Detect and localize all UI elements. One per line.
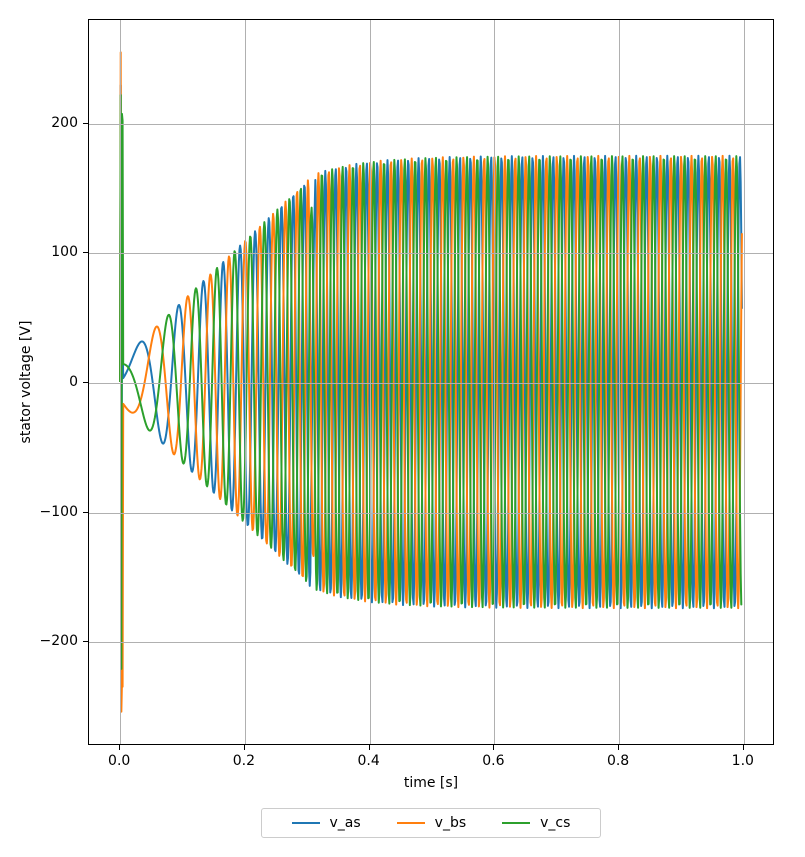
x-tick-label: 0.2 [233, 753, 255, 769]
gridline-horizontal [89, 642, 773, 643]
tick-x [618, 745, 619, 750]
gridline-vertical [120, 20, 121, 744]
gridline-horizontal [89, 513, 773, 514]
tick-x [743, 745, 744, 750]
legend-label: v_as [330, 815, 361, 831]
legend-swatch [397, 822, 425, 824]
gridline-vertical [619, 20, 620, 744]
gridline-horizontal [89, 383, 773, 384]
legend-label: v_cs [540, 815, 570, 831]
tick-y [83, 641, 88, 642]
y-tick-label: 100 [51, 244, 78, 260]
tick-y [83, 252, 88, 253]
tick-y [83, 123, 88, 124]
plot-axes [88, 19, 774, 745]
y-tick-label: 200 [51, 115, 78, 131]
gridline-vertical [744, 20, 745, 744]
legend-item: v_cs [502, 815, 570, 831]
gridline-vertical [370, 20, 371, 744]
tick-x [119, 745, 120, 750]
legend-item: v_as [292, 815, 361, 831]
x-tick-label: 0.6 [482, 753, 504, 769]
legend-swatch [502, 822, 530, 824]
y-tick-label: −100 [40, 504, 78, 520]
tick-y [83, 512, 88, 513]
legend-swatch [292, 822, 320, 824]
y-tick-label: −200 [40, 633, 78, 649]
y-axis-label: stator voltage [V] [18, 321, 34, 444]
x-axis-label: time [s] [404, 775, 458, 791]
tick-x [493, 745, 494, 750]
legend: v_as v_bs v_cs [261, 808, 602, 838]
legend-item: v_bs [397, 815, 466, 831]
x-tick-label: 0.4 [357, 753, 379, 769]
x-tick-label: 1.0 [732, 753, 754, 769]
tick-y [83, 382, 88, 383]
legend-label: v_bs [435, 815, 466, 831]
tick-x [244, 745, 245, 750]
gridline-vertical [494, 20, 495, 744]
tick-x [369, 745, 370, 750]
y-tick-label: 0 [69, 374, 78, 390]
figure: time [s] stator voltage [V] v_as v_bs v_cs… [0, 0, 805, 857]
gridline-vertical [245, 20, 246, 744]
gridline-horizontal [89, 124, 773, 125]
x-tick-label: 0.8 [607, 753, 629, 769]
plot-area [89, 20, 773, 744]
x-tick-label: 0.0 [108, 753, 130, 769]
gridline-horizontal [89, 253, 773, 254]
plot-svg [89, 20, 773, 744]
